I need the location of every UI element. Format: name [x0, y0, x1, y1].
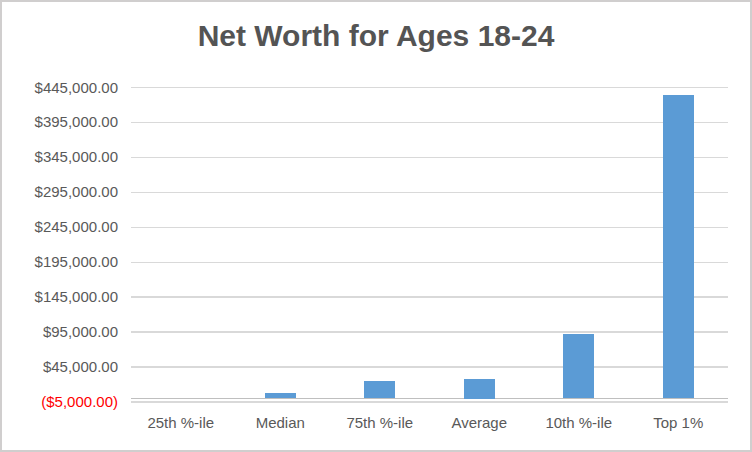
x-axis-category-label: 25th %-ile [131, 413, 230, 433]
gridline [131, 122, 728, 123]
gridline [131, 331, 728, 332]
bar-median [265, 393, 296, 399]
y-axis-tick-label: $145,000.00 [2, 288, 125, 306]
y-axis-tick-label: $195,000.00 [2, 253, 125, 271]
bar-top-1- [663, 95, 694, 399]
bar-average [464, 379, 495, 398]
gridline [131, 87, 728, 88]
gridline [131, 157, 728, 158]
x-axis-category-label: Median [231, 413, 330, 433]
gridline [131, 401, 728, 402]
y-axis-tick-label: $345,000.00 [2, 148, 125, 166]
x-axis-category-label: 75th %-ile [330, 413, 429, 433]
x-axis-category-label: 10th %-ile [529, 413, 628, 433]
bar-75th-ile [364, 381, 395, 399]
gridline [131, 192, 728, 193]
gridline [131, 366, 728, 367]
y-axis-tick-label: $45,000.00 [2, 358, 125, 376]
x-axis-category-label: Top 1% [629, 413, 728, 433]
y-axis-tick-label: $445,000.00 [2, 79, 125, 97]
x-axis-line [131, 398, 728, 399]
y-axis-tick-label: $295,000.00 [2, 183, 125, 201]
gridline [131, 262, 728, 263]
bar-chart: Net Worth for Ages 18-24 $445,000.00 $395… [0, 0, 752, 452]
y-axis-tick-label: $245,000.00 [2, 218, 125, 236]
bar-10th-ile [563, 334, 594, 399]
gridline [131, 227, 728, 228]
y-axis-tick-label: ($5,000.00) [2, 393, 118, 411]
chart-title: Net Worth for Ages 18-24 [2, 19, 750, 53]
y-axis-tick-label: $395,000.00 [2, 113, 125, 131]
x-axis-category-label: Average [430, 413, 529, 433]
y-axis-tick-label: $95,000.00 [2, 323, 125, 341]
gridline [131, 296, 728, 297]
